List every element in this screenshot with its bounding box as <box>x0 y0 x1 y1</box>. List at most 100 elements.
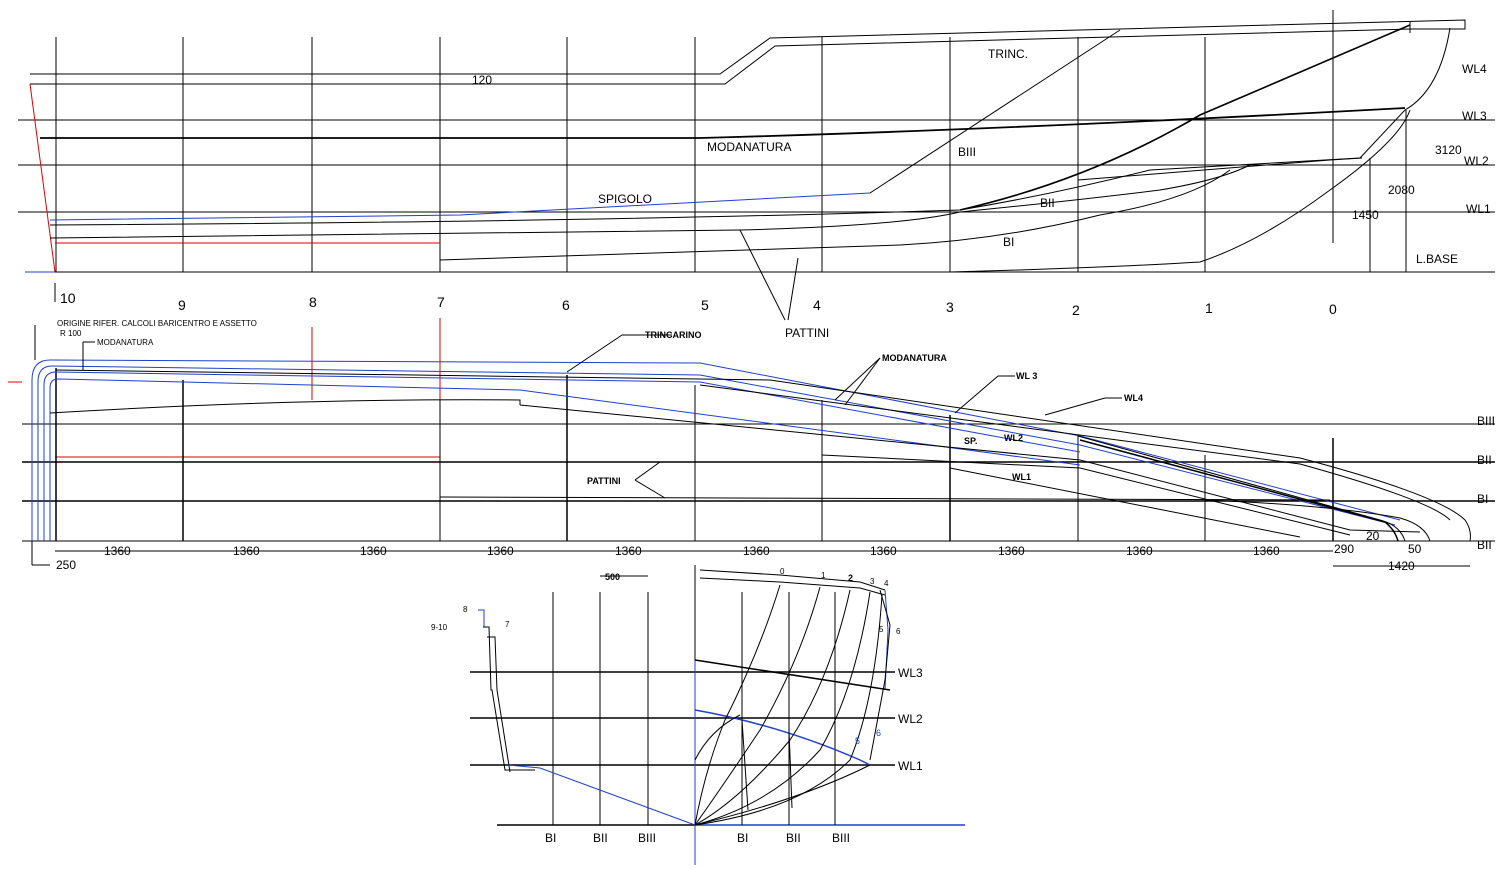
hb-trincarino-label: TRINCARINO <box>645 330 702 340</box>
station-number-9: 9 <box>178 297 186 313</box>
hb-wl3-leader <box>954 375 999 414</box>
hb-deck-blue-4 <box>49 378 1081 541</box>
profile-bi-label: BI <box>1003 235 1014 249</box>
hb-pattini-line <box>439 496 1331 501</box>
profile-wl3-label: WL3 <box>1462 109 1487 123</box>
station-number-2: 2 <box>1072 302 1080 318</box>
profile-base-label: L.BASE <box>1416 252 1458 266</box>
bp-aft-hull-blue <box>507 764 696 826</box>
bp-section-5 <box>694 764 871 826</box>
profile-wl4-label: WL4 <box>1462 62 1487 76</box>
hb-radius-note: R 100 <box>60 329 82 338</box>
hb-dim-1420: 1420 <box>1388 559 1415 573</box>
hb-wl2-label: WL2 <box>1004 433 1023 443</box>
bp-aft-section-blue <box>478 609 485 627</box>
profile-dim-3120: 3120 <box>1435 143 1462 157</box>
station-number-1: 1 <box>1205 300 1213 316</box>
bp-fwd-modanatura <box>694 709 871 766</box>
hb-deck-blue-2 <box>37 365 1396 541</box>
hb-keel-line-2 <box>949 467 1301 538</box>
hb-keel-line <box>821 454 1351 536</box>
bp-aft-biii-label: BIII <box>638 831 656 845</box>
hb-spacing-4: 1360 <box>487 544 514 558</box>
hb-biii-label: BIII <box>1477 414 1495 428</box>
bp-station-3-label: 3 <box>870 577 875 586</box>
bp-station-1-label: 1 <box>821 571 826 580</box>
bp-section-0 <box>694 584 781 826</box>
hb-dim-250: 250 <box>56 558 76 572</box>
bp-fwd-side-black <box>869 589 891 761</box>
bp-fwd-bii-label: BII <box>786 831 801 845</box>
station-number-3: 3 <box>946 299 954 315</box>
profile-dim-120: 120 <box>472 73 492 87</box>
profile-view <box>18 10 1495 321</box>
hb-bii-label: BII <box>1477 453 1492 467</box>
profile-buttock-biii <box>869 29 1121 194</box>
profile-spigolo-line <box>49 192 871 221</box>
profile-wl1-label: WL1 <box>1466 202 1491 216</box>
station-number-4: 4 <box>813 297 821 313</box>
bp-aft-910-label: 9-10 <box>431 623 448 632</box>
hb-bow-2 <box>1079 439 1399 542</box>
profile-dim-1450: 1450 <box>1352 208 1379 222</box>
hb-wl4-label: WL4 <box>1124 393 1143 403</box>
bp-wl3-label: WL3 <box>898 666 923 680</box>
bp-wl2-label: WL2 <box>898 712 923 726</box>
half-breadth-view <box>8 318 1495 567</box>
profile-sheer-inner <box>30 28 1411 85</box>
bp-aft-8-label: 8 <box>463 605 468 614</box>
bp-spacing-label: 500 <box>605 572 620 582</box>
hb-spacing-9: 1360 <box>1126 544 1153 558</box>
body-plan <box>470 565 965 865</box>
hb-deck-blue-1 <box>31 359 1401 541</box>
station-number-10: 10 <box>60 290 76 306</box>
profile-pattini-leader-2 <box>787 257 799 321</box>
hb-wl3-label: WL 3 <box>1016 371 1037 381</box>
bp-aft-bii-label: BII <box>593 831 608 845</box>
hb-spacing-10: 1360 <box>1253 544 1280 558</box>
hb-modanatura-leader-2 <box>844 357 881 406</box>
hb-wl1-label: WL1 <box>1012 472 1031 482</box>
bp-fwd-deck-2 <box>699 577 886 596</box>
hb-bi-label: BI <box>1477 492 1488 506</box>
bp-blue-6-label: 6 <box>876 728 881 738</box>
hb-dim-290: 290 <box>1334 542 1354 556</box>
bp-station-6-label: 6 <box>896 627 901 636</box>
station-number-8: 8 <box>309 294 317 310</box>
bp-station-5-label: 5 <box>879 625 884 634</box>
bp-fwd-deck <box>699 569 886 591</box>
bp-section-4 <box>694 594 883 826</box>
profile-modanatura-line <box>40 107 1406 139</box>
bp-section-2 <box>694 589 851 826</box>
hb-spacing-8: 1360 <box>998 544 1025 558</box>
hb-deck-blue-3 <box>43 371 1081 541</box>
profile-biii-label: BIII <box>958 145 976 159</box>
bp-blue-5-label: 5 <box>855 736 860 746</box>
hb-spacing-1: 1360 <box>104 544 131 558</box>
profile-dim-2080: 2080 <box>1388 183 1415 197</box>
body-plan-labels: 500 WL3 WL2 WL1 BI BII BIII BI BII BIII … <box>431 567 923 845</box>
bp-wl1-label: WL1 <box>898 759 923 773</box>
profile-keel-2 <box>439 169 1231 261</box>
profile-trinc-label: TRINC. <box>988 47 1028 61</box>
profile-wl2-label: WL2 <box>1464 154 1489 168</box>
hb-bow-3 <box>1204 499 1431 542</box>
station-number-5: 5 <box>701 297 709 313</box>
hb-chine-2 <box>519 404 1421 533</box>
profile-buttock-bii <box>959 24 1411 211</box>
bp-section-lower <box>741 719 793 811</box>
station-number-7: 7 <box>437 294 445 310</box>
profile-stem <box>1359 27 1451 159</box>
profile-pattini-leader-1 <box>739 229 786 321</box>
bp-section-1 <box>694 586 821 826</box>
hb-modanatura-leader-1 <box>834 357 881 401</box>
hb-dim-20: 20 <box>1366 529 1380 543</box>
hb-wl4-leader <box>1044 397 1106 416</box>
bp-station-4-label: 4 <box>884 579 889 588</box>
bp-fwd-bi-label: BI <box>737 831 748 845</box>
profile-pattini-label: PATTINI <box>785 326 829 340</box>
profile-chine-lower <box>49 157 1361 226</box>
hb-spacing-2: 1360 <box>233 544 260 558</box>
hb-spacing-6: 1360 <box>743 544 770 558</box>
